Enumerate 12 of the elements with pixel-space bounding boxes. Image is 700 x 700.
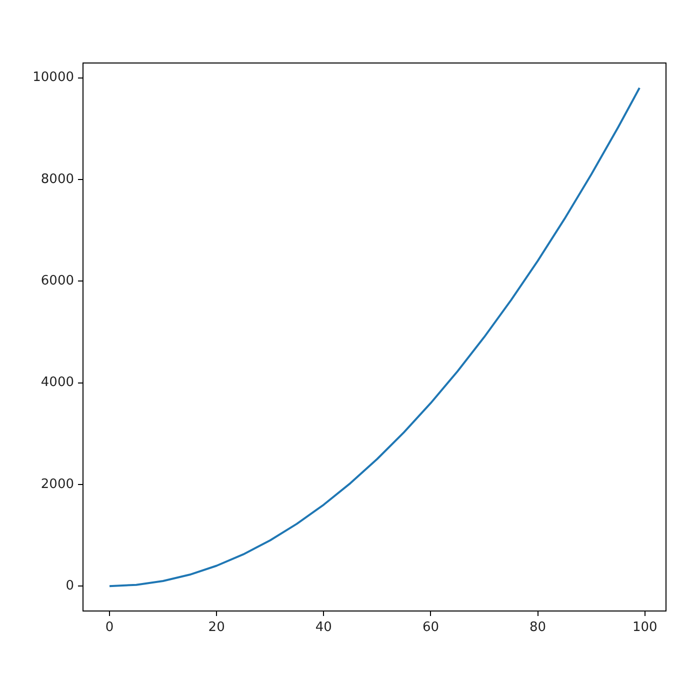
y-tick-label: 6000 bbox=[40, 273, 74, 288]
y-tick-label: 10000 bbox=[32, 70, 74, 86]
x-tick-label: 60 bbox=[422, 620, 439, 636]
x-tick-label: 40 bbox=[315, 620, 332, 636]
y-tick-label: 0 bbox=[66, 578, 74, 594]
x-tick-label: 0 bbox=[105, 620, 114, 636]
y-tick-label: 8000 bbox=[40, 172, 74, 187]
x-tick-label: 100 bbox=[632, 620, 658, 636]
y-tick-label: 2000 bbox=[40, 476, 74, 492]
x-tick-label: 20 bbox=[208, 620, 225, 636]
x-tick-label: 80 bbox=[530, 620, 546, 636]
y-tick-label: 4000 bbox=[40, 375, 74, 390]
